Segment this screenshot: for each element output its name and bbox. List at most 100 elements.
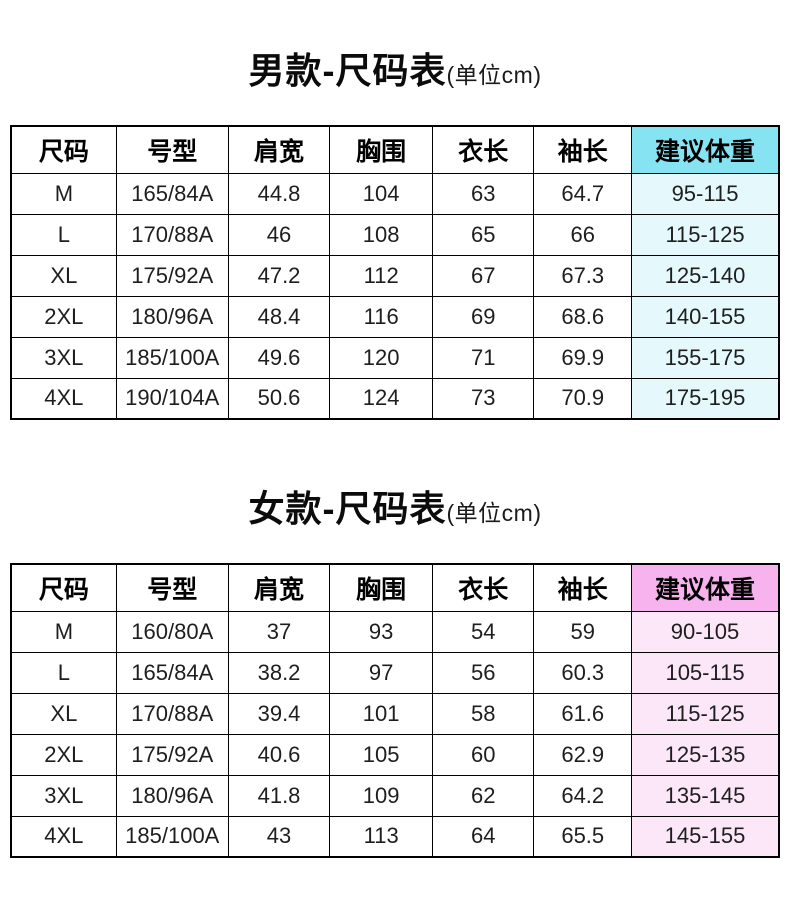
women-size-table: 尺码 号型 肩宽 胸围 衣长 袖长 建议体重 M 160/80A 37 93 54 59 90-105 L…	[10, 563, 780, 858]
table-cell: 62.9	[533, 733, 633, 776]
table-cell: 185/100A	[115, 336, 229, 379]
table-cell: L	[10, 651, 117, 694]
table-cell: 69	[432, 295, 535, 338]
men-table-body: M 165/84A 44.8 104 63 64.7 95-115 L 170/88A 46 108…	[10, 172, 780, 420]
table-cell: 62	[432, 774, 535, 817]
table-cell: 68.6	[533, 295, 633, 338]
table-cell: 64	[432, 815, 535, 858]
column-header: 袖长	[533, 125, 633, 174]
table-cell: 125-140	[631, 254, 780, 297]
men-size-table: 尺码 号型 肩宽 胸围 衣长 袖长 建议体重 M 165/84A 44.8 104 63 64.7 95…	[10, 125, 780, 420]
table-row: M 160/80A 37 93 54 59 90-105	[10, 610, 780, 653]
column-header: 衣长	[432, 125, 535, 174]
table-cell: 65	[432, 213, 535, 256]
table-cell: 155-175	[631, 336, 780, 379]
column-header: 尺码	[10, 563, 117, 612]
table-cell: 175-195	[631, 377, 780, 420]
column-header: 袖长	[533, 563, 633, 612]
column-header: 号型	[115, 563, 229, 612]
table-cell: 115-125	[631, 692, 780, 735]
table-cell: 95-115	[631, 172, 780, 215]
table-cell: XL	[10, 692, 117, 735]
table-cell: 67	[432, 254, 535, 297]
column-header: 衣长	[432, 563, 535, 612]
table-cell: 104	[329, 172, 434, 215]
column-header: 尺码	[10, 125, 117, 174]
column-header: 肩宽	[227, 563, 331, 612]
men-title-unit: (单位cm)	[446, 62, 542, 88]
table-cell: 165/84A	[115, 651, 229, 694]
table-cell: 43	[227, 815, 331, 858]
table-cell: M	[10, 172, 117, 215]
men-title-text: 男款-尺码表	[248, 50, 447, 91]
table-cell: 41.8	[227, 774, 331, 817]
table-cell: 145-155	[631, 815, 780, 858]
column-header: 建议体重	[631, 125, 780, 174]
table-cell: 3XL	[10, 774, 117, 817]
table-cell: 185/100A	[115, 815, 229, 858]
table-cell: 190/104A	[115, 377, 229, 420]
table-cell: 101	[329, 692, 434, 735]
table-cell: 37	[227, 610, 331, 653]
table-cell: 124	[329, 377, 434, 420]
table-row: 2XL 175/92A 40.6 105 60 62.9 125-135	[10, 733, 780, 776]
table-row: L 170/88A 46 108 65 66 115-125	[10, 213, 780, 256]
table-cell: 38.2	[227, 651, 331, 694]
table-cell: 65.5	[533, 815, 633, 858]
women-title-text: 女款-尺码表	[248, 488, 447, 529]
table-row: 3XL 185/100A 49.6 120 71 69.9 155-175	[10, 336, 780, 379]
table-cell: 59	[533, 610, 633, 653]
table-cell: 64.7	[533, 172, 633, 215]
table-row: 2XL 180/96A 48.4 116 69 68.6 140-155	[10, 295, 780, 338]
table-cell: 93	[329, 610, 434, 653]
table-cell: 50.6	[227, 377, 331, 420]
table-cell: 112	[329, 254, 434, 297]
table-cell: 160/80A	[115, 610, 229, 653]
table-cell: 60.3	[533, 651, 633, 694]
table-cell: 63	[432, 172, 535, 215]
column-header: 号型	[115, 125, 229, 174]
table-cell: 116	[329, 295, 434, 338]
table-cell: 48.4	[227, 295, 331, 338]
table-cell: 73	[432, 377, 535, 420]
table-cell: 115-125	[631, 213, 780, 256]
table-cell: 44.8	[227, 172, 331, 215]
table-cell: 66	[533, 213, 633, 256]
column-header: 建议体重	[631, 563, 780, 612]
table-cell: 3XL	[10, 336, 117, 379]
table-cell: 4XL	[10, 377, 117, 420]
table-row: M 165/84A 44.8 104 63 64.7 95-115	[10, 172, 780, 215]
table-cell: 170/88A	[115, 213, 229, 256]
column-header: 胸围	[329, 125, 434, 174]
women-title-unit: (单位cm)	[446, 500, 542, 526]
table-cell: 175/92A	[115, 733, 229, 776]
table-cell: 64.2	[533, 774, 633, 817]
table-cell: 69.9	[533, 336, 633, 379]
table-cell: 60	[432, 733, 535, 776]
table-cell: 2XL	[10, 733, 117, 776]
table-cell: M	[10, 610, 117, 653]
table-cell: 140-155	[631, 295, 780, 338]
table-cell: 39.4	[227, 692, 331, 735]
table-row: 4XL 190/104A 50.6 124 73 70.9 175-195	[10, 377, 780, 420]
table-cell: 58	[432, 692, 535, 735]
table-cell: 47.2	[227, 254, 331, 297]
table-cell: 46	[227, 213, 331, 256]
table-cell: 40.6	[227, 733, 331, 776]
table-cell: 180/96A	[115, 774, 229, 817]
table-cell: 120	[329, 336, 434, 379]
table-row: L 165/84A 38.2 97 56 60.3 105-115	[10, 651, 780, 694]
men-size-chart-title: 男款-尺码表(单位cm)	[0, 0, 790, 94]
table-cell: 105	[329, 733, 434, 776]
table-row: 4XL 185/100A 43 113 64 65.5 145-155	[10, 815, 780, 858]
table-cell: 109	[329, 774, 434, 817]
table-cell: 70.9	[533, 377, 633, 420]
table-cell: 170/88A	[115, 692, 229, 735]
table-row: XL 175/92A 47.2 112 67 67.3 125-140	[10, 254, 780, 297]
table-cell: 108	[329, 213, 434, 256]
column-header: 胸围	[329, 563, 434, 612]
table-row: 3XL 180/96A 41.8 109 62 64.2 135-145	[10, 774, 780, 817]
table-cell: 97	[329, 651, 434, 694]
table-cell: 125-135	[631, 733, 780, 776]
table-cell: XL	[10, 254, 117, 297]
